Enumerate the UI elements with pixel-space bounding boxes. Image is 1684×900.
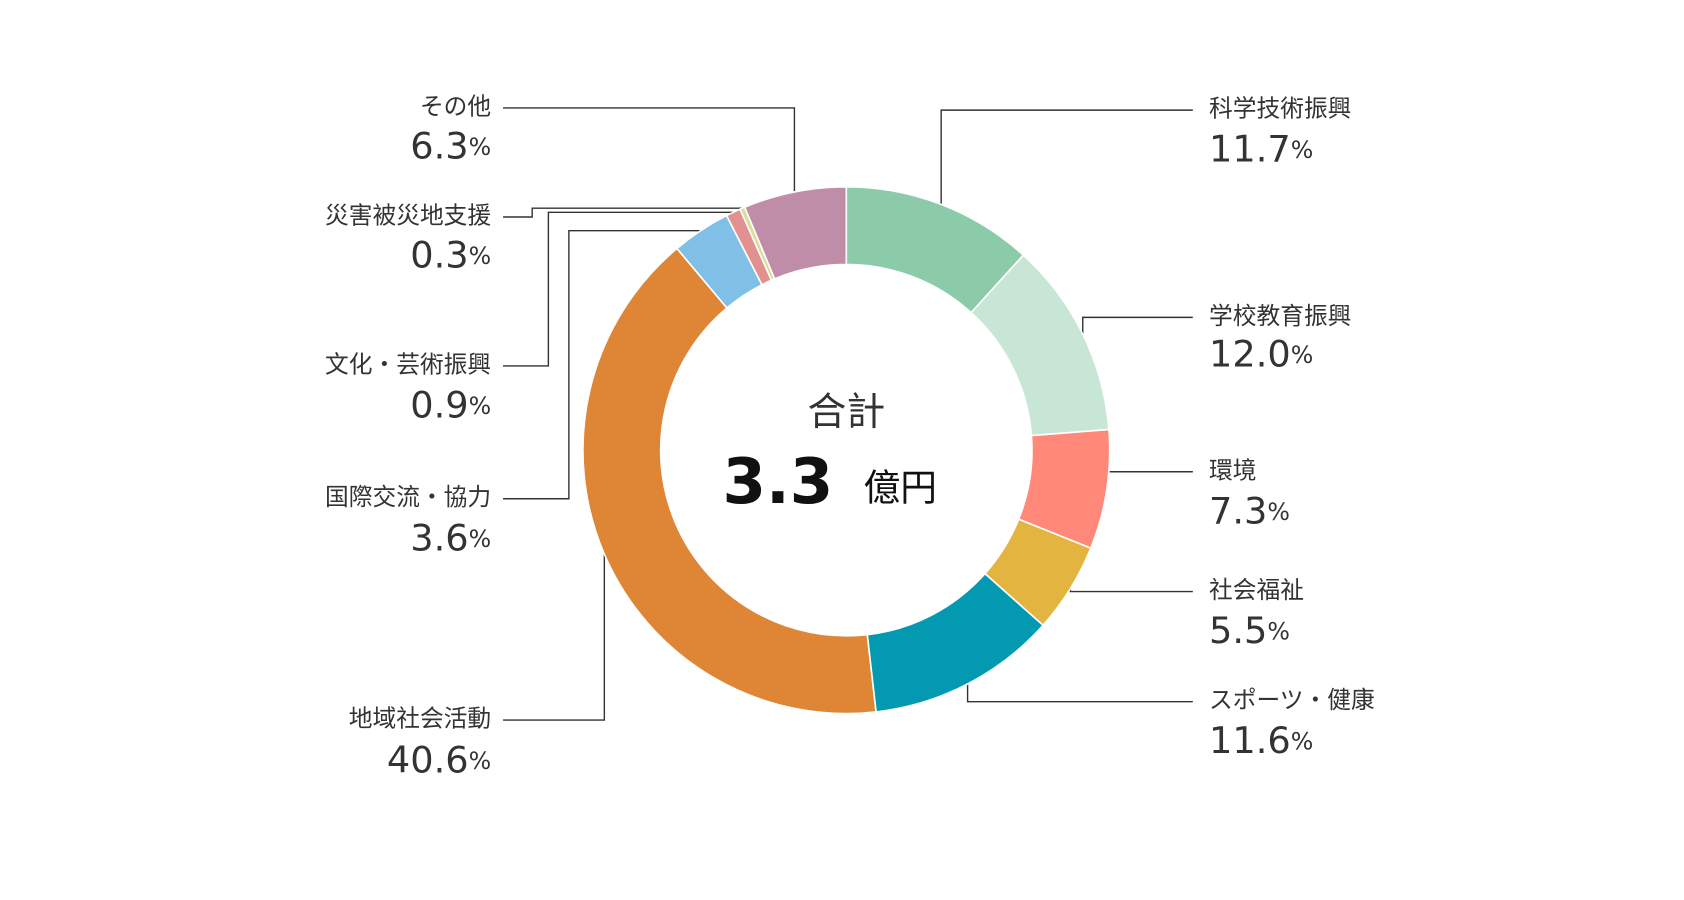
leader-line	[503, 107, 796, 192]
value-label: 5.5%	[1209, 609, 1290, 652]
center-total: 3.3	[722, 445, 833, 518]
category-label: 学校教育振興	[1209, 302, 1351, 330]
donut-segment	[675, 214, 763, 310]
donut-segment	[582, 247, 877, 715]
leader-line	[1082, 316, 1193, 335]
leader-line	[1106, 471, 1193, 490]
donut-segment	[1017, 428, 1111, 550]
donut-segment	[725, 208, 773, 286]
leader-line	[503, 211, 734, 367]
category-label: スポーツ・健康	[1209, 686, 1375, 714]
value-label: 0.9%	[410, 383, 491, 426]
category-label: その他	[420, 92, 491, 120]
value-label: 11.7%	[1209, 128, 1313, 171]
category-label: 国際交流・協力	[325, 483, 491, 511]
leader-line	[503, 229, 701, 500]
category-label: 環境	[1209, 456, 1256, 484]
leader-line	[940, 109, 1193, 205]
leader-line	[1069, 588, 1193, 593]
category-label: 文化・芸術振興	[325, 350, 491, 378]
leader-line	[966, 683, 1193, 703]
donut-segment	[866, 572, 1045, 713]
category-label: 災害被災地支援	[325, 201, 491, 229]
category-label: 科学技術振興	[1209, 95, 1351, 123]
donut-segment	[845, 185, 1025, 314]
center-unit: 億円	[864, 467, 937, 510]
value-label: 11.6%	[1209, 719, 1313, 762]
value-label: 3.6%	[410, 516, 491, 559]
category-label: 地域社会活動	[349, 705, 491, 733]
center-title: 合計	[807, 390, 885, 435]
value-label: 7.3%	[1209, 489, 1290, 532]
value-label: 40.6%	[387, 739, 491, 782]
category-label: 社会福祉	[1209, 576, 1304, 604]
leader-line	[503, 554, 606, 721]
donut-segment	[983, 518, 1092, 627]
leader-line	[503, 207, 743, 218]
value-label: 6.3%	[410, 124, 491, 167]
donut-segment	[969, 253, 1110, 437]
value-label: 0.3%	[410, 233, 491, 276]
value-label: 12.0%	[1209, 333, 1313, 376]
